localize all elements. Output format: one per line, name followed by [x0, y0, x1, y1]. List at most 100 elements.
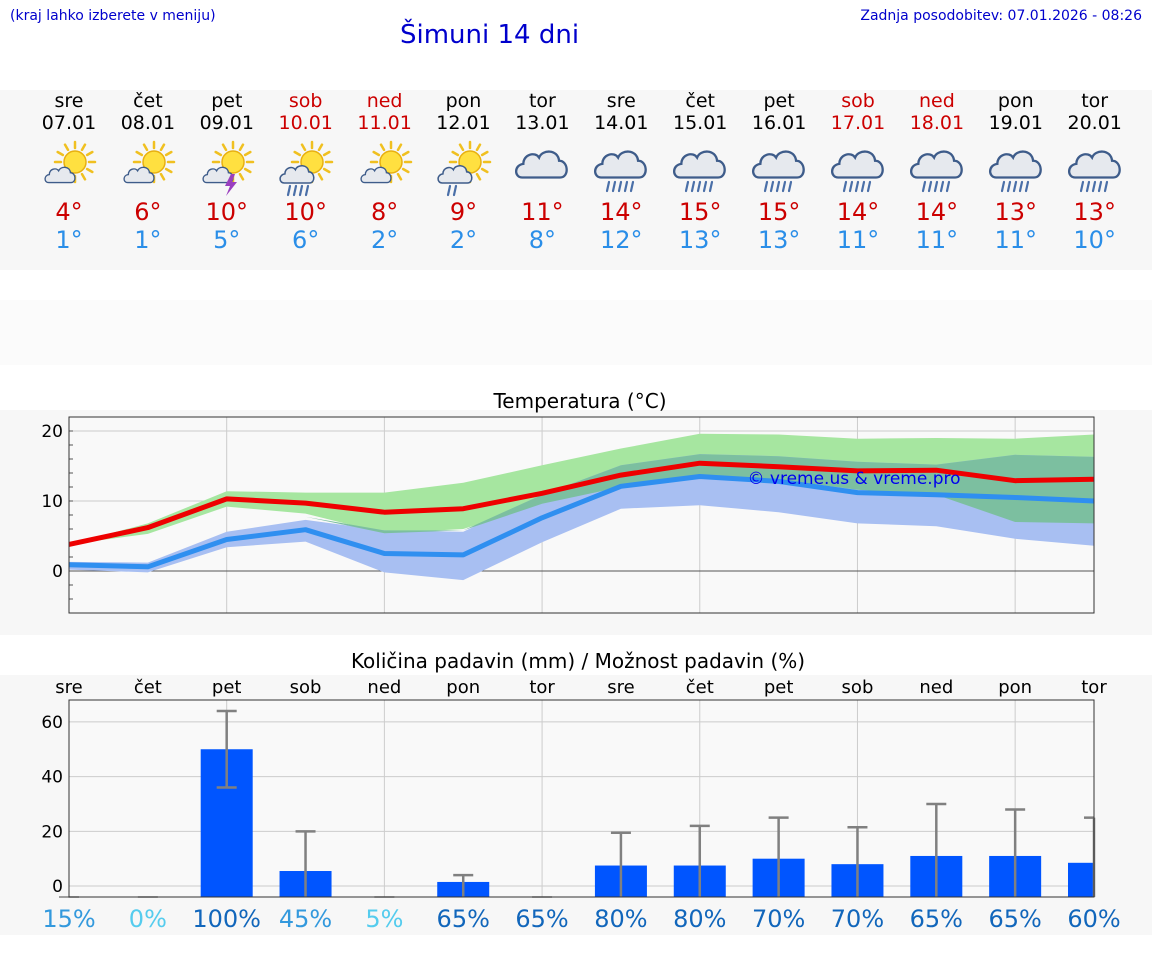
precipitation-probability: 70%	[752, 905, 805, 933]
day-forecast: pon 19.01 13° 11°	[981, 90, 1051, 254]
cloud-rain-icon	[752, 150, 805, 193]
precipitation-probability: 65%	[515, 905, 568, 933]
cloud-shape	[1067, 150, 1121, 179]
sun-cloud-icon	[123, 140, 176, 184]
precipitation-probability: 0%	[129, 905, 167, 933]
rain-drops	[286, 184, 309, 197]
x-day-label: sob	[842, 677, 874, 698]
temperature-chart: Temperatura (°C) 0 10 20 © vreme.us & vreme.…	[41, 389, 1095, 614]
day-name: sre	[606, 90, 636, 112]
sun-cloud-icon	[359, 140, 412, 184]
day-name: sob	[841, 90, 875, 112]
min-temperature: 11°	[915, 226, 959, 254]
y-tick-label: 0	[52, 562, 63, 582]
precipitation-chart: Količina padavin (mm) / Možnost padavin …	[41, 649, 1120, 933]
day-date: 20.01	[1067, 112, 1122, 134]
day-date: 11.01	[357, 112, 412, 134]
min-temperature: 1°	[55, 226, 83, 254]
cloud-rain-icon	[1067, 150, 1121, 193]
day-forecast: čet 15.01 15° 13°	[665, 90, 735, 254]
precipitation-probability: 45%	[279, 905, 332, 933]
max-temperature: 14°	[915, 198, 959, 226]
rain-drops	[842, 180, 872, 193]
rain-drops	[685, 180, 714, 193]
precipitation-probability: 70%	[831, 905, 884, 933]
cloud-icon	[515, 150, 569, 179]
min-temperature: 12°	[600, 226, 643, 254]
x-day-label: čet	[134, 677, 162, 698]
max-temperature: 9°	[449, 198, 478, 226]
plot-border	[68, 699, 1095, 898]
max-temperature: 15°	[757, 198, 801, 226]
y-tick-label: 40	[41, 768, 63, 788]
x-day-label: pet	[212, 677, 242, 698]
plot-border	[68, 416, 1095, 614]
daily-forecast-band	[0, 90, 1152, 270]
precipitation-probability: 65%	[910, 905, 963, 933]
day-date: 15.01	[672, 112, 728, 134]
day-name: pon	[445, 90, 482, 112]
min-temperature-line	[68, 474, 1095, 570]
min-temperature: 5°	[213, 226, 241, 254]
cloud-shape	[909, 150, 963, 179]
max-temperature: 4°	[55, 198, 83, 226]
page-title: Šimuni 14 dni	[400, 20, 580, 50]
day-date: 16.01	[751, 112, 807, 134]
cloud-shape	[830, 150, 884, 179]
cloud-shape	[123, 166, 155, 184]
x-day-label: tor	[529, 677, 555, 698]
x-day-label: sre	[607, 677, 634, 698]
cloud-rain-icon	[909, 150, 963, 193]
cloud-rain-icon	[673, 150, 727, 193]
day-date: 17.01	[830, 112, 886, 134]
x-day-label: ned	[919, 677, 953, 698]
rain-drops	[446, 184, 457, 197]
day-name: pet	[211, 90, 243, 112]
day-name: sob	[288, 90, 323, 112]
chart-title: Temperatura (°C)	[492, 389, 666, 413]
day-name: ned	[366, 90, 403, 112]
day-date: 13.01	[515, 112, 570, 134]
cloud-shape	[752, 150, 805, 179]
day-date: 12.01	[436, 112, 491, 134]
cloud-shape	[359, 166, 392, 184]
max-temperature: 10°	[205, 198, 249, 226]
precipitation-bar	[1068, 862, 1094, 897]
last-updated: Zadnja posodobitev: 07.01.2026 - 08:26	[860, 8, 1142, 24]
cloud-shape	[673, 150, 727, 179]
location-hint: (kraj lahko izberete v meniju)	[10, 8, 216, 24]
day-date: 14.01	[594, 112, 649, 134]
max-temperature: 14°	[836, 198, 880, 226]
day-forecast: sre 14.01 14° 12°	[586, 90, 656, 254]
precipitation-probability: 15%	[42, 905, 95, 933]
day-forecast: ned 11.01 8° 2°	[350, 90, 420, 254]
cloud-shape	[594, 150, 648, 179]
day-forecast: sre 07.01 4° 1°	[34, 90, 104, 254]
max-temperature: 6°	[134, 198, 162, 226]
day-forecast: tor 13.01 11° 8°	[507, 90, 577, 254]
min-temperature: 13°	[757, 226, 801, 254]
cloud-rain-icon	[830, 150, 884, 193]
day-forecast: čet 08.01 6° 1°	[113, 90, 183, 254]
rain-drops	[606, 180, 635, 193]
y-tick-label: 20	[41, 422, 63, 442]
precipitation-probability: 80%	[673, 905, 726, 933]
sun-cloud-icon	[44, 140, 97, 184]
min-temperature: 8°	[528, 226, 557, 254]
y-tick-label: 10	[41, 492, 63, 512]
min-temperature: 10°	[1073, 226, 1116, 254]
day-date: 10.01	[278, 112, 333, 134]
min-temperature: 1°	[134, 226, 162, 254]
max-temperature: 15°	[678, 198, 722, 226]
min-temperature: 11°	[836, 226, 880, 254]
day-forecast: sob 17.01 14° 11°	[823, 90, 893, 254]
day-forecast: pet 09.01 10° 5°	[192, 90, 262, 254]
max-temperature: 13°	[1073, 198, 1116, 226]
rain-drops	[763, 180, 793, 193]
cloud-shape	[515, 150, 569, 179]
rain-drops	[1000, 180, 1029, 193]
x-day-label: pet	[764, 677, 794, 698]
min-temperature: 2°	[370, 226, 399, 254]
x-day-label: čet	[686, 677, 714, 698]
y-tick-label: 0	[52, 877, 63, 897]
